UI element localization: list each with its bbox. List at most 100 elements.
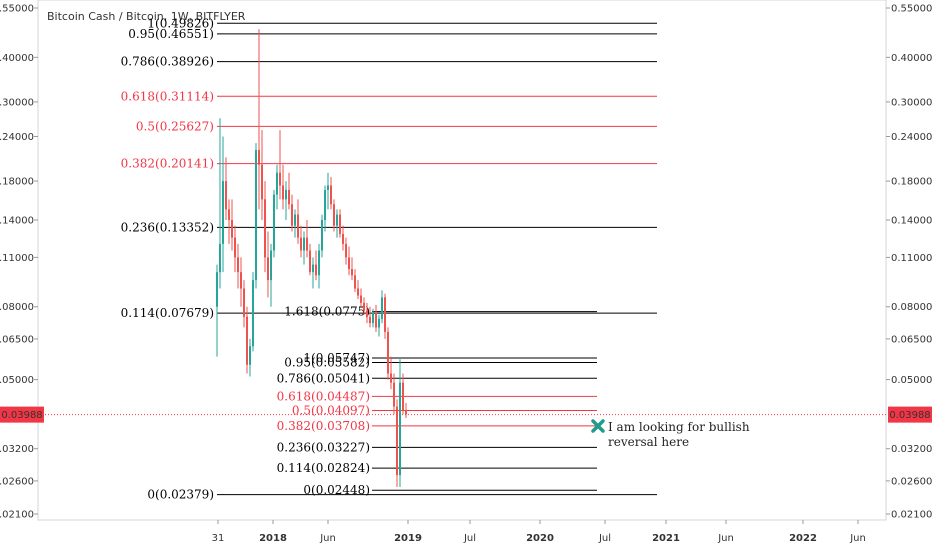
candle-body (303, 237, 305, 251)
candle-body (225, 181, 227, 210)
y-tick-label-left: 0.40000 (0, 53, 34, 64)
fib-level-label: 0.786(0.38926) (121, 55, 214, 69)
candle-body (261, 164, 263, 200)
candle-body (246, 316, 248, 365)
candle-body (360, 295, 362, 303)
candle-body (351, 269, 353, 276)
y-tick-label-right: 0.06500 (891, 334, 932, 345)
x-tick-label: Jul (598, 533, 611, 544)
candle-body (309, 250, 311, 273)
candle-body (363, 302, 365, 311)
candle-body (369, 316, 371, 324)
y-tick-label-right: 0.05000 (891, 375, 932, 386)
y-tick-label-right: 0.02100 (891, 510, 932, 521)
candle-body (345, 243, 347, 258)
y-tick-label-right: 0.11000 (891, 253, 932, 264)
candle-body (333, 204, 335, 226)
candle-body (342, 233, 344, 244)
y-tick-label-right: 0.14000 (891, 216, 932, 227)
candle-body (255, 149, 257, 281)
candle-body (270, 250, 272, 281)
candle-body (324, 189, 326, 221)
y-tick-label-left: 0.05000 (0, 375, 34, 386)
candle-body (378, 318, 380, 328)
candle-body (315, 264, 317, 276)
y-tick-label-left: 0.30000 (0, 97, 34, 108)
candle-body (243, 288, 245, 317)
candle-body (399, 382, 401, 476)
price-tag-right (888, 406, 932, 423)
y-tick-label-left: 0.03200 (0, 444, 34, 455)
fib-level-label: 0.236(0.03227) (277, 440, 370, 454)
candle-body (276, 172, 278, 195)
chart-title: Bitcoin Cash / Bitcoin, 1W, BITFLYER (47, 10, 246, 23)
price-tag-left (0, 406, 44, 423)
y-tick-label-right: 0.08000 (891, 302, 932, 313)
candle-body (330, 185, 332, 205)
fib-level-label: 0(0.02379) (147, 488, 214, 502)
y-tick-label-right: 0.18000 (891, 177, 932, 188)
candle-body (234, 237, 236, 258)
candle-body (216, 272, 218, 307)
candle-body (240, 272, 242, 289)
candle-body (357, 288, 359, 296)
candle-body (336, 214, 338, 226)
fib-level-label: 1(0.05747) (303, 351, 370, 365)
candle-body (327, 185, 329, 190)
y-tick-label-left: 0.55000 (0, 4, 34, 15)
candle-body (285, 189, 287, 200)
x-tick-label: 31 (212, 533, 225, 544)
x-tick-label: Jul (463, 533, 476, 544)
x-tick-label: 2019 (394, 533, 422, 544)
y-tick-label-right: 0.03200 (891, 444, 932, 455)
price-tag-right-text: 0.03988 (889, 410, 930, 421)
candle-body (318, 250, 320, 276)
x-tick-label: 2022 (789, 533, 817, 544)
candle-body (264, 199, 266, 258)
fib-level-label: 0.95(0.05582) (284, 356, 370, 370)
candle-body (252, 280, 254, 347)
fib-level-label: 0.382(0.20141) (121, 157, 214, 171)
y-tick-label-left: 0.08000 (0, 302, 34, 313)
fib-level-label: 1(0.49826) (147, 16, 214, 30)
candle-body (294, 214, 296, 226)
candle-body (219, 243, 221, 273)
candle-body (384, 297, 386, 332)
fib-level-label: 0.95(0.46551) (128, 27, 214, 41)
x-tick-label: Jun (849, 533, 866, 544)
fib-level-label: 0.382(0.03708) (277, 419, 370, 433)
fib-level-label: 0.5(0.25627) (136, 119, 214, 133)
y-tick-label-left: 0.14000 (0, 216, 34, 227)
candle-body (381, 297, 383, 319)
x-mark-stroke (591, 419, 605, 433)
candle-body (291, 204, 293, 226)
candle-body (396, 406, 398, 476)
y-tick-label-right: 0.55000 (891, 4, 932, 15)
candle-body (390, 373, 392, 383)
x-mark-icon (591, 419, 605, 433)
annotation-text-line2: reversal here (608, 435, 689, 449)
x-tick-label: 2020 (526, 533, 554, 544)
y-tick-label-right: 0.24000 (891, 132, 932, 143)
fib-level-label: 0.114(0.07679) (121, 306, 214, 320)
candle-body (321, 220, 323, 251)
candle-body (297, 214, 299, 238)
fib-level-label: 0.5(0.04097) (292, 403, 370, 417)
fib-level-label: 0.786(0.05041) (277, 371, 370, 385)
candle-body (387, 331, 389, 374)
candle-body (300, 237, 302, 251)
y-tick-label-right: 0.02600 (891, 476, 932, 487)
candle-body (393, 382, 395, 407)
candle-body (258, 149, 260, 165)
fib-level-label: 0.114(0.02824) (277, 461, 370, 475)
fib-level-label: 0.618(0.04487) (277, 389, 370, 403)
candle-body (249, 346, 251, 365)
candle-body (273, 194, 275, 251)
y-tick-label-right: 0.30000 (891, 97, 932, 108)
y-tick-label-left: 0.02100 (0, 510, 34, 521)
candle-body (339, 214, 341, 234)
candle-body (312, 264, 314, 273)
y-tick-label-left: 0.06500 (0, 334, 34, 345)
candle-body (375, 312, 377, 328)
